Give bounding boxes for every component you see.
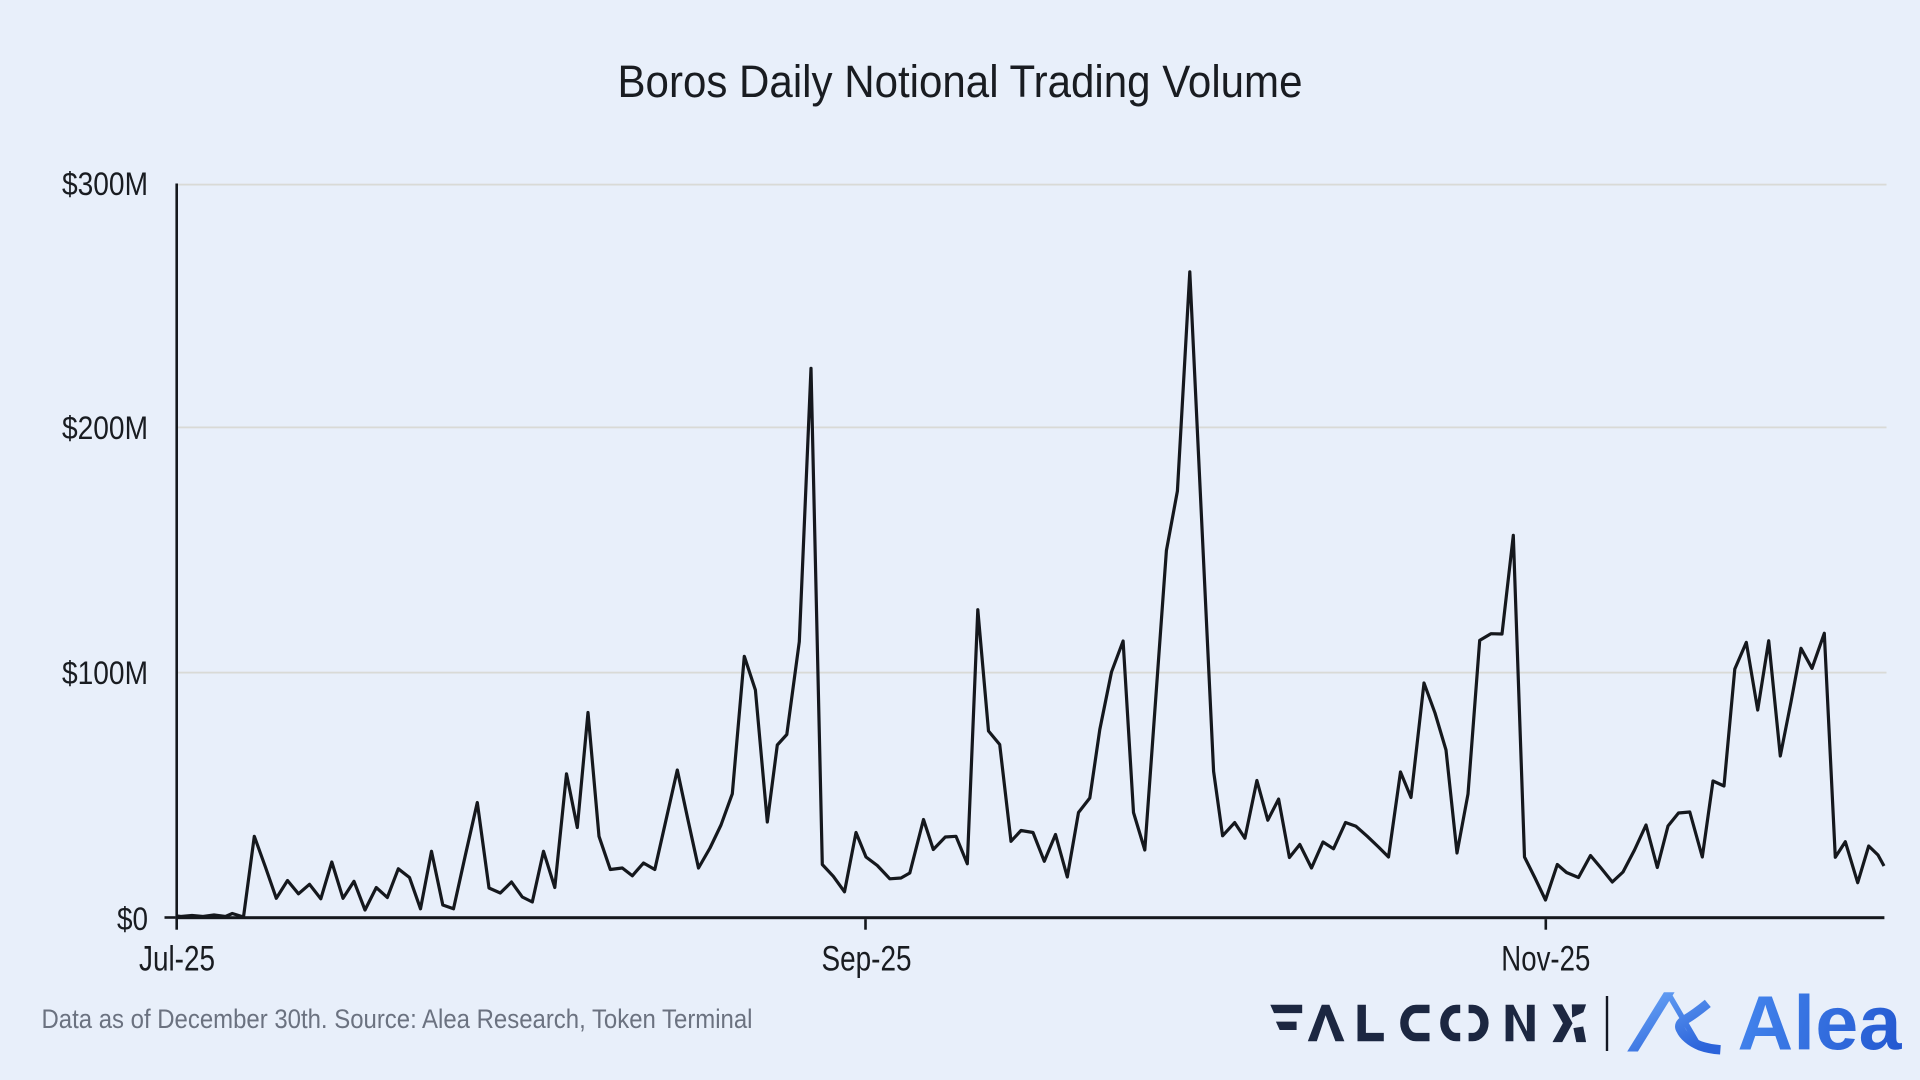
svg-text:$100M: $100M [62, 655, 148, 691]
svg-text:Alea: Alea [1738, 981, 1903, 1067]
svg-text:Boros Daily Notional Trading V: Boros Daily Notional Trading Volume [618, 56, 1303, 107]
svg-text:Nov-25: Nov-25 [1501, 940, 1590, 979]
svg-text:Data as of December 30th. Sour: Data as of December 30th. Source: Alea R… [42, 1004, 753, 1034]
svg-text:$0: $0 [117, 901, 148, 937]
svg-text:Sep-25: Sep-25 [822, 940, 912, 979]
svg-text:$300M: $300M [62, 166, 148, 202]
svg-text:$200M: $200M [62, 410, 148, 446]
svg-text:Jul-25: Jul-25 [139, 940, 215, 979]
